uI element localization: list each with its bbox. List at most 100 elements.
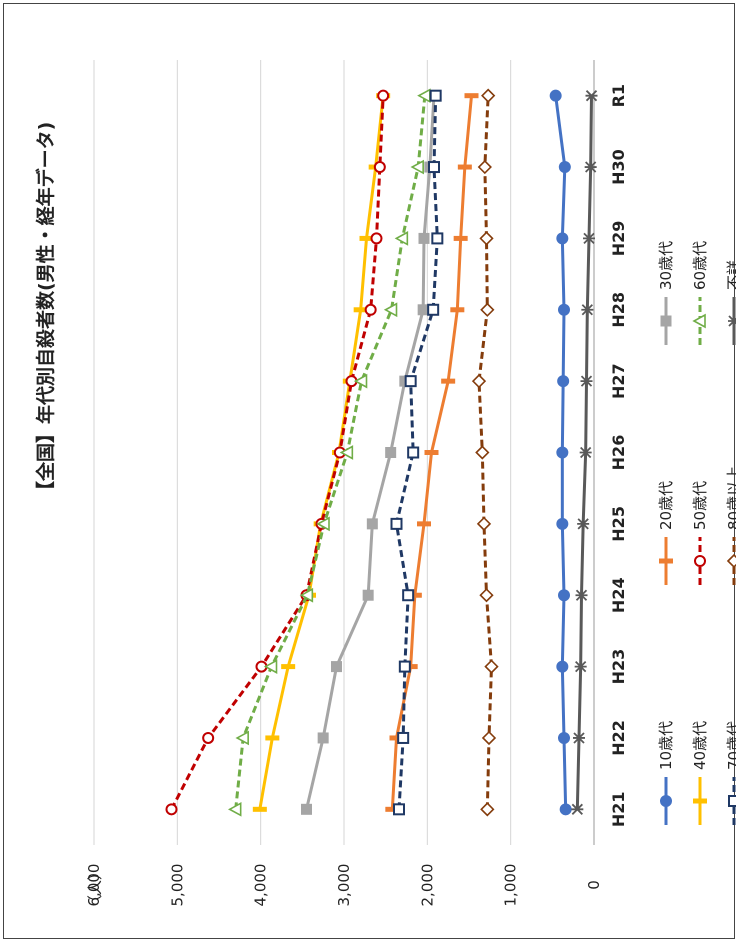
data-point bbox=[370, 232, 383, 245]
data-point bbox=[453, 235, 468, 241]
data-point bbox=[580, 375, 593, 387]
x-tick-label: H30 bbox=[609, 149, 628, 185]
data-point bbox=[353, 307, 368, 313]
series-0 bbox=[549, 89, 572, 816]
legend-label: 40歳代 bbox=[691, 721, 709, 770]
data-point bbox=[417, 521, 431, 527]
y-tick-label: 2,000 bbox=[418, 864, 436, 907]
data-point bbox=[424, 450, 439, 455]
legend-item: 40歳代 bbox=[691, 721, 709, 825]
data-point bbox=[477, 159, 492, 175]
data-point bbox=[450, 307, 465, 313]
data-point bbox=[577, 518, 590, 530]
legend-marker bbox=[659, 558, 673, 564]
y-tick-label: 1,000 bbox=[502, 864, 520, 907]
x-tick-label: H27 bbox=[609, 363, 628, 399]
data-point bbox=[559, 803, 572, 816]
legend-label: 20歳代 bbox=[657, 481, 675, 530]
legend-marker bbox=[726, 553, 736, 569]
data-point bbox=[556, 446, 569, 459]
data-point bbox=[385, 447, 397, 458]
x-tick-label: H21 bbox=[609, 791, 628, 827]
legend-item: 60歳代 bbox=[691, 241, 709, 345]
data-point bbox=[584, 161, 597, 173]
legend-label: 30歳代 bbox=[657, 241, 675, 290]
data-point bbox=[339, 445, 354, 460]
legend-marker bbox=[660, 315, 672, 327]
data-point bbox=[427, 303, 440, 316]
data-point bbox=[558, 303, 570, 316]
data-point bbox=[471, 374, 487, 389]
data-point bbox=[373, 161, 386, 174]
data-point bbox=[581, 304, 594, 316]
series-2 bbox=[301, 90, 440, 815]
y-tick-label: 6,000 bbox=[85, 864, 103, 907]
legend-label: 80歳以上 bbox=[725, 466, 736, 530]
data-point bbox=[556, 517, 569, 530]
legend-item: 不詳 bbox=[725, 260, 736, 345]
legend-item: 30歳代 bbox=[657, 241, 675, 345]
data-point bbox=[475, 445, 490, 460]
x-axis-categories: H21 H22 H23 H24 H25 H26 H27 H28 H29 H30 R1 bbox=[609, 84, 628, 827]
data-point bbox=[480, 802, 495, 817]
x-tick-label: H29 bbox=[609, 221, 628, 257]
data-point bbox=[398, 660, 411, 673]
data-point bbox=[417, 304, 429, 316]
legend-marker bbox=[694, 555, 706, 567]
x-tick-label: H26 bbox=[609, 435, 628, 471]
y-tick-label: 4,000 bbox=[252, 864, 270, 907]
data-point bbox=[393, 803, 405, 816]
data-point bbox=[331, 661, 342, 673]
data-point bbox=[481, 88, 496, 103]
data-point bbox=[301, 803, 312, 815]
legend-item: 80歳以上 bbox=[725, 466, 736, 585]
data-point bbox=[402, 589, 415, 602]
data-point bbox=[549, 89, 562, 102]
series-4 bbox=[165, 89, 390, 816]
data-point bbox=[556, 660, 569, 673]
data-point bbox=[481, 730, 497, 746]
data-point bbox=[574, 660, 587, 673]
legend-marker bbox=[693, 798, 707, 804]
data-point bbox=[407, 446, 420, 459]
data-point bbox=[364, 303, 377, 316]
data-point bbox=[418, 232, 430, 244]
data-point bbox=[316, 516, 330, 532]
legend-label: 50歳代 bbox=[691, 481, 709, 530]
series-line bbox=[258, 95, 385, 810]
legend-label: 60歳代 bbox=[691, 241, 709, 290]
series-3 bbox=[252, 93, 391, 812]
y-unit-label: （人） bbox=[86, 865, 104, 910]
data-point bbox=[202, 731, 215, 744]
x-tick-label: H25 bbox=[609, 506, 628, 542]
series-1 bbox=[385, 93, 479, 812]
legend: 10歳代 20歳代 30歳代 40歳代 50歳代 60歳代 70歳代 80歳以上 不詳 bbox=[657, 241, 736, 825]
legend-marker bbox=[728, 795, 736, 807]
data-point bbox=[441, 378, 456, 384]
data-point bbox=[383, 302, 398, 318]
legend-item: 20歳代 bbox=[657, 481, 675, 585]
data-point bbox=[252, 806, 267, 812]
data-point bbox=[583, 232, 595, 245]
series-7 bbox=[471, 88, 499, 817]
x-tick-label: R1 bbox=[609, 84, 628, 107]
series-group bbox=[165, 88, 598, 817]
legend-item: 10歳代 bbox=[657, 721, 675, 825]
data-point bbox=[265, 735, 280, 741]
data-point bbox=[457, 164, 472, 170]
x-tick-label: H23 bbox=[609, 649, 628, 685]
data-point bbox=[353, 373, 368, 389]
series-6 bbox=[390, 89, 444, 816]
data-point bbox=[377, 89, 390, 102]
data-point bbox=[165, 803, 178, 816]
x-tick-label: H22 bbox=[609, 720, 628, 756]
y-tick-label: 0 bbox=[585, 880, 603, 890]
data-point bbox=[410, 159, 424, 175]
data-point bbox=[476, 516, 492, 531]
data-point bbox=[484, 659, 499, 674]
data-point bbox=[480, 302, 495, 317]
legend-item: 50歳代 bbox=[691, 481, 709, 585]
data-point bbox=[464, 93, 479, 99]
legend-marker bbox=[728, 315, 736, 327]
